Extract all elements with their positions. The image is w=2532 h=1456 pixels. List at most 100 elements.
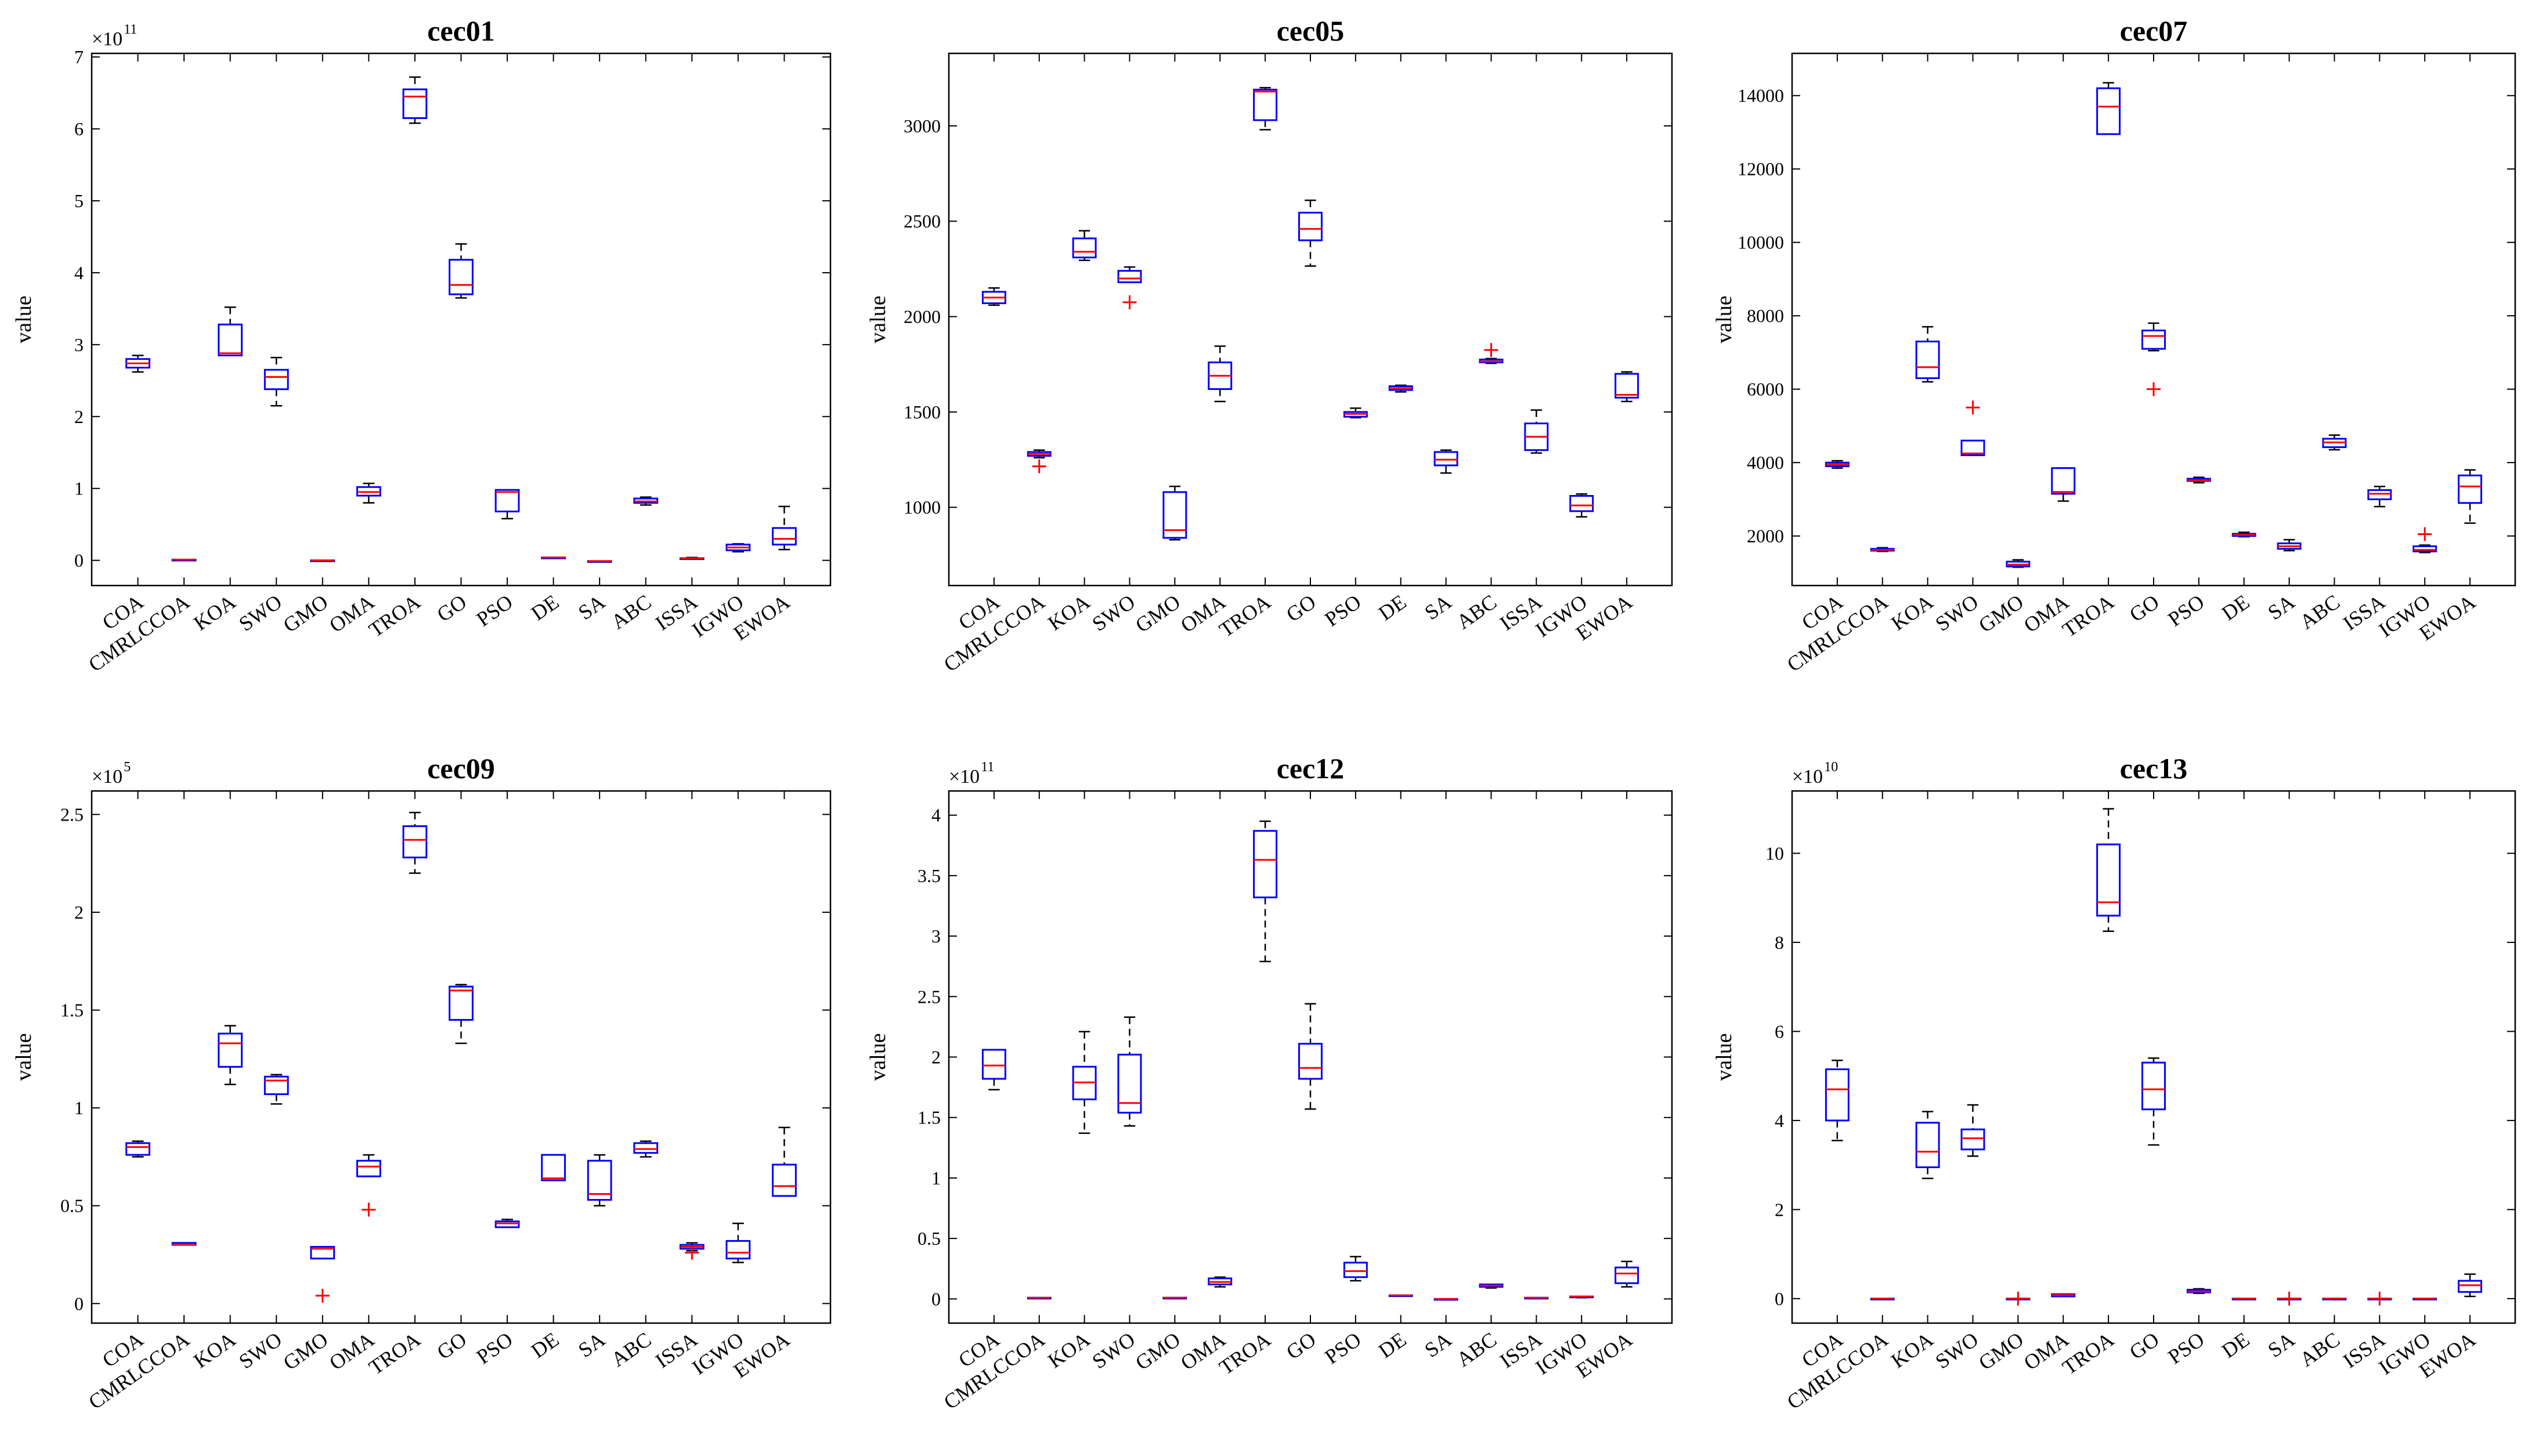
- y-tick-label: 4000: [1747, 452, 1784, 473]
- box-DE: [1388, 384, 1413, 393]
- box-GO: [2141, 322, 2166, 352]
- box-TROA: [402, 811, 428, 874]
- x-category-label: ABC: [1453, 1328, 1501, 1371]
- box-IGWO: [2412, 544, 2437, 554]
- box-iqr: [1960, 439, 1985, 456]
- y-tick-label: 1500: [904, 402, 941, 422]
- box-KOA: [1072, 1031, 1097, 1135]
- x-category-label: GMO: [279, 590, 333, 637]
- box-GMO: [2006, 559, 2031, 568]
- box-ABC: [633, 496, 659, 506]
- y-multiplier-exponent: 10: [1824, 760, 1838, 775]
- chart-title: cec01: [427, 15, 495, 47]
- box-iqr: [2141, 1061, 2166, 1111]
- box-EWOA: [2458, 469, 2483, 524]
- x-category-label: DE: [2217, 1328, 2253, 1363]
- y-tick-label: 5: [74, 190, 84, 211]
- box-KOA: [218, 306, 243, 356]
- y-tick-label: 4: [1775, 1110, 1784, 1131]
- box-GMO: [310, 1246, 335, 1260]
- box-GO: [449, 984, 474, 1045]
- x-category-label: SWO: [1088, 1328, 1139, 1374]
- chart-title: cec13: [2120, 752, 2188, 785]
- x-category-label: DE: [1374, 590, 1410, 625]
- box-ISSA: [679, 557, 705, 560]
- box-iqr: [2096, 843, 2121, 917]
- y-axis-label: value: [12, 1033, 36, 1081]
- y-multiplier-base: ×10: [1792, 766, 1823, 787]
- box-EWOA: [1614, 1260, 1639, 1288]
- x-category-label: GMO: [1974, 1328, 2028, 1375]
- chart-title: cec05: [1277, 15, 1345, 47]
- box-COA: [1825, 1060, 1850, 1141]
- chart-title: cec07: [2120, 15, 2188, 47]
- x-category-label: SA: [574, 1328, 609, 1362]
- box-IGWO: [2412, 1298, 2437, 1300]
- y-tick-label: 2: [74, 902, 84, 923]
- box-ABC: [2322, 1298, 2347, 1300]
- y-tick-label: 1.5: [918, 1107, 941, 1128]
- box-OMA: [356, 1154, 381, 1177]
- x-category-label: DE: [1374, 1328, 1410, 1363]
- box-iqr: [587, 1159, 612, 1201]
- y-multiplier-base: ×10: [92, 28, 122, 50]
- box-KOA: [218, 1025, 243, 1085]
- box-DE: [2231, 1298, 2256, 1300]
- outlier-CMRLCCOA: [1032, 459, 1046, 474]
- y-tick-label: 0: [74, 1293, 84, 1314]
- box-ABC: [1479, 357, 1504, 364]
- x-category-label: ABC: [2296, 590, 2345, 634]
- axes-frame: [948, 790, 1673, 1324]
- y-tick-label: 3000: [904, 115, 941, 136]
- box-GO: [1298, 1003, 1323, 1110]
- box-iqr: [402, 825, 428, 859]
- y-tick-label: 0: [931, 1288, 941, 1309]
- outlier-SWO: [1966, 400, 1980, 415]
- x-category-label: TROA: [364, 1328, 424, 1379]
- box-iqr: [1569, 495, 1594, 512]
- box-iqr: [981, 1049, 1006, 1080]
- axes-frame: [948, 52, 1673, 587]
- x-category-label: SWO: [234, 1328, 286, 1374]
- x-category-label: SA: [2264, 1328, 2299, 1362]
- box-EWOA: [2458, 1273, 2483, 1298]
- y-tick-label: 14000: [1738, 85, 1784, 106]
- outlier-SA: [2282, 1291, 2296, 1306]
- y-tick-label: 0.5: [918, 1228, 941, 1249]
- box-iqr: [725, 1240, 751, 1260]
- outlier-GMO: [2011, 1291, 2025, 1306]
- box-iqr: [1343, 1262, 1368, 1278]
- box-ABC: [633, 1140, 659, 1158]
- y-tick-label: 7: [74, 46, 84, 67]
- box-EWOA: [1614, 371, 1639, 403]
- y-multiplier: ×10 10: [1792, 760, 1838, 787]
- box-SWO: [263, 356, 289, 407]
- x-category-label: TROA: [364, 590, 424, 642]
- axes-frame: [1791, 790, 2516, 1324]
- box-iqr: [2096, 87, 2121, 135]
- outlier-ISSA: [685, 1245, 699, 1260]
- box-iqr: [1915, 1122, 1940, 1168]
- box-iqr: [263, 1075, 289, 1096]
- box-iqr: [1614, 1266, 1639, 1284]
- box-CMRLCCOA: [1870, 547, 1895, 552]
- box-iqr: [402, 88, 428, 120]
- box-GO: [1298, 199, 1323, 267]
- y-tick-label: 2500: [904, 211, 941, 232]
- y-tick-label: 1000: [904, 497, 941, 518]
- axes-frame: [1791, 52, 2516, 587]
- box-GMO: [1162, 1296, 1187, 1300]
- x-category-label: GO: [2125, 590, 2163, 627]
- x-category-label: ABC: [607, 590, 656, 634]
- box-iqr: [2051, 467, 2076, 495]
- y-axis-label: value: [866, 295, 890, 343]
- x-category-label: GMO: [1131, 590, 1184, 637]
- box-ABC: [1479, 1283, 1504, 1289]
- box-iqr: [310, 1246, 335, 1260]
- y-axis-label: value: [1712, 295, 1736, 343]
- box-iqr: [1072, 237, 1097, 259]
- x-category-label: SWO: [1931, 1328, 1982, 1374]
- x-category-label: GMO: [279, 1328, 333, 1375]
